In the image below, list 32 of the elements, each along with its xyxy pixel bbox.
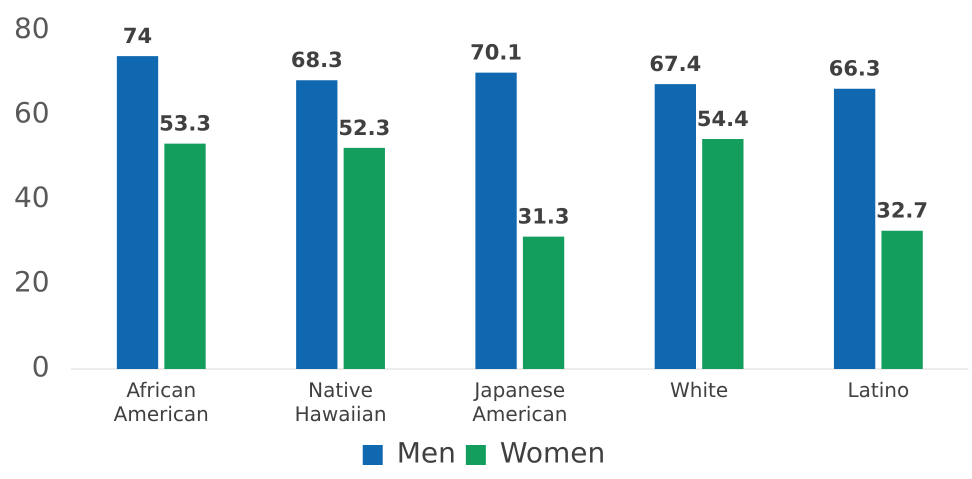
data-label: 31.3 xyxy=(518,204,570,229)
legend-label: Women xyxy=(500,436,606,470)
legend-label: Men xyxy=(396,436,456,470)
data-label: 32.7 xyxy=(876,198,928,223)
y-tick-label: 60 xyxy=(14,96,50,130)
data-label: 53.3 xyxy=(159,112,211,136)
bar xyxy=(116,56,158,369)
x-tick-label: Latino xyxy=(848,378,910,402)
bar xyxy=(654,84,696,369)
y-tick-label: 0 xyxy=(32,350,50,384)
data-label: 70.1 xyxy=(470,40,522,65)
bar xyxy=(296,80,338,369)
data-label: 68.3 xyxy=(290,48,343,72)
bar xyxy=(475,72,517,369)
bar xyxy=(834,88,876,369)
y-tick-label: 80 xyxy=(14,12,50,46)
data-label: 74 xyxy=(122,24,152,48)
bar xyxy=(344,148,385,369)
x-tick-label: Japanese American xyxy=(472,378,568,426)
data-label: 54.4 xyxy=(696,106,749,131)
y-tick-label: 20 xyxy=(14,266,50,299)
bar xyxy=(881,230,923,369)
data-label: 52.3 xyxy=(338,116,390,140)
y-tick-label: 40 xyxy=(14,181,50,214)
data-label: 67.4 xyxy=(649,52,702,76)
bar xyxy=(164,144,206,369)
data-label: 66.3 xyxy=(828,56,881,81)
x-tick-label: White xyxy=(670,378,728,402)
bar xyxy=(702,139,744,369)
x-tick-label: Native Hawaiian xyxy=(294,378,387,426)
bar xyxy=(522,236,564,369)
x-tick-label: African American xyxy=(114,378,209,426)
